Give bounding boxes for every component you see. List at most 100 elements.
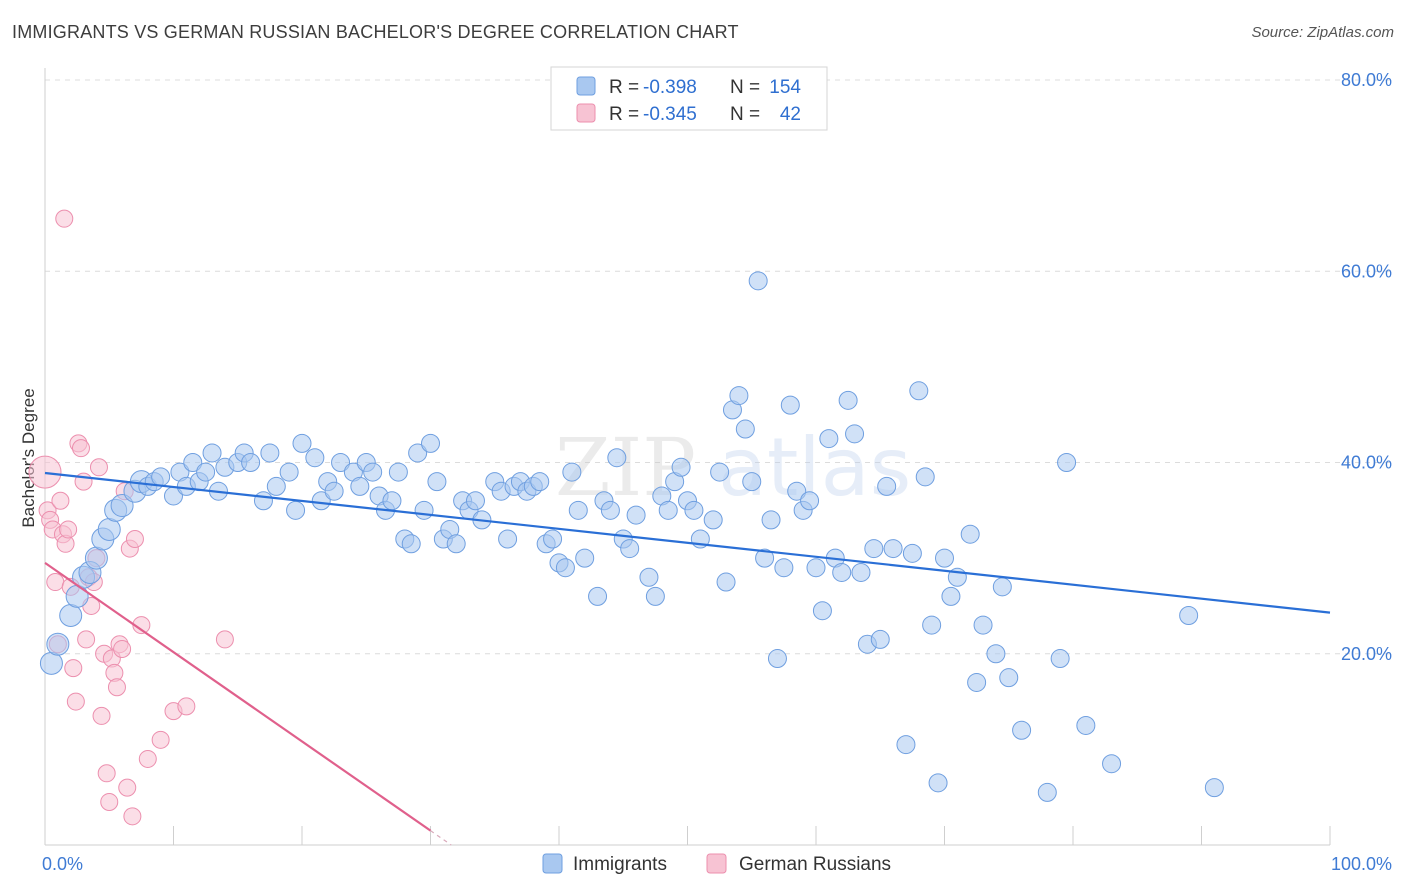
immigrants-point — [1102, 754, 1122, 774]
german-russians-trend-extension — [430, 830, 452, 846]
y-tick-label-2: 60.0% — [1341, 261, 1392, 281]
immigrants-point — [151, 467, 171, 487]
legend-r-value-immigrants: -0.398 — [643, 77, 697, 98]
y-tick-label-0: 20.0% — [1341, 644, 1392, 664]
immigrants-point — [1037, 782, 1057, 802]
immigrants-point — [915, 467, 935, 487]
immigrants-point — [658, 500, 678, 520]
immigrants-point — [870, 629, 890, 649]
immigrants-point — [639, 567, 659, 587]
immigrants-point — [928, 773, 948, 793]
immigrants-point — [331, 453, 351, 472]
immigrants-point — [196, 462, 216, 482]
immigrants-point — [780, 395, 800, 415]
immigrants-point — [671, 457, 691, 477]
german-russians-series — [28, 209, 234, 826]
legend-n-label-2: N = — [730, 104, 760, 125]
immigrants-point — [1050, 649, 1070, 669]
german-russians-point — [107, 678, 126, 697]
immigrants-point — [992, 577, 1012, 597]
immigrants-point — [755, 548, 775, 568]
immigrants-point — [311, 491, 331, 511]
german-russians-point — [113, 639, 132, 658]
immigrants-point — [1076, 715, 1096, 735]
german-russians-point — [66, 692, 85, 711]
legend-n-value-immigrants: 154 — [769, 77, 801, 98]
immigrants-trend-line — [44, 471, 1331, 614]
immigrants-point — [967, 672, 987, 692]
immigrants-point — [620, 539, 640, 559]
german-russians-point — [51, 491, 70, 510]
immigrants-point — [241, 453, 261, 472]
immigrants-point — [382, 491, 402, 511]
immigrants-point — [421, 433, 440, 453]
german-russians-point — [77, 630, 96, 649]
german-russians-point — [151, 730, 170, 749]
german-russians-point — [59, 520, 78, 539]
german-russians-point — [55, 209, 74, 228]
immigrants-point — [465, 491, 485, 511]
immigrants-point — [851, 562, 871, 582]
legend-box — [550, 66, 828, 131]
y-tick-label-3: 80.0% — [1341, 70, 1392, 90]
german-russians-point — [97, 764, 116, 783]
immigrants-point — [401, 534, 421, 554]
legend-swatch-german-russians — [576, 103, 596, 123]
immigrants-point — [607, 448, 627, 468]
top-legend: R = -0.398 N = 154 R = -0.345 N = 42 — [550, 66, 828, 131]
immigrants-point — [742, 472, 762, 492]
immigrants-point — [530, 472, 550, 492]
immigrants-point — [864, 539, 884, 559]
immigrants-point — [253, 491, 273, 511]
y-axis-label: Bachelor's Degree — [19, 388, 38, 527]
immigrants-point — [575, 548, 595, 568]
legend-r-label-1: R = — [609, 77, 639, 98]
immigrants-point — [845, 424, 865, 444]
immigrants-point — [1057, 453, 1077, 472]
immigrants-point — [819, 429, 839, 449]
german-russians-point — [118, 778, 137, 797]
immigrants-point — [710, 462, 730, 482]
y-tick-label-1: 40.0% — [1341, 453, 1392, 473]
bottom-legend: Immigrants German Russians — [542, 853, 891, 875]
immigrants-point — [260, 443, 280, 463]
immigrants-point — [774, 558, 794, 578]
immigrants-point — [183, 453, 203, 472]
immigrants-point — [388, 462, 408, 482]
immigrants-point — [800, 491, 820, 511]
immigrants-point — [838, 390, 858, 410]
german-russians-point — [46, 573, 65, 592]
immigrants-point — [1012, 720, 1032, 740]
immigrants-point — [427, 472, 447, 492]
immigrants-point — [735, 419, 755, 439]
immigrants-point — [1179, 606, 1199, 625]
legend-n-label-1: N = — [730, 77, 760, 98]
immigrants-point — [716, 572, 736, 592]
immigrants-point — [292, 433, 312, 453]
immigrants-point — [684, 500, 704, 520]
immigrants-point — [543, 529, 563, 549]
immigrants-point — [446, 534, 466, 554]
grid-lines — [45, 79, 1392, 655]
german-russians-point — [138, 749, 157, 768]
immigrants-point — [703, 510, 723, 530]
bottom-legend-german-russians: German Russians — [739, 854, 891, 875]
immigrants-point — [555, 558, 575, 578]
legend-swatch-immigrants — [576, 76, 596, 96]
german-russians-point — [92, 706, 111, 725]
immigrants-point — [46, 632, 70, 656]
immigrants-point — [645, 586, 665, 606]
german-russians-trend-line — [44, 562, 432, 832]
immigrants-point — [812, 601, 832, 621]
immigrants-point — [832, 562, 852, 582]
immigrants-point — [324, 481, 344, 501]
immigrants-point — [562, 462, 582, 482]
x-tick-label-max: 100.0% — [1331, 854, 1392, 874]
immigrants-point — [350, 476, 370, 496]
immigrants-point — [568, 500, 588, 520]
immigrants-point — [922, 615, 942, 635]
immigrants-point — [973, 615, 993, 635]
german-russians-point — [28, 455, 62, 489]
immigrants-point — [729, 386, 749, 406]
